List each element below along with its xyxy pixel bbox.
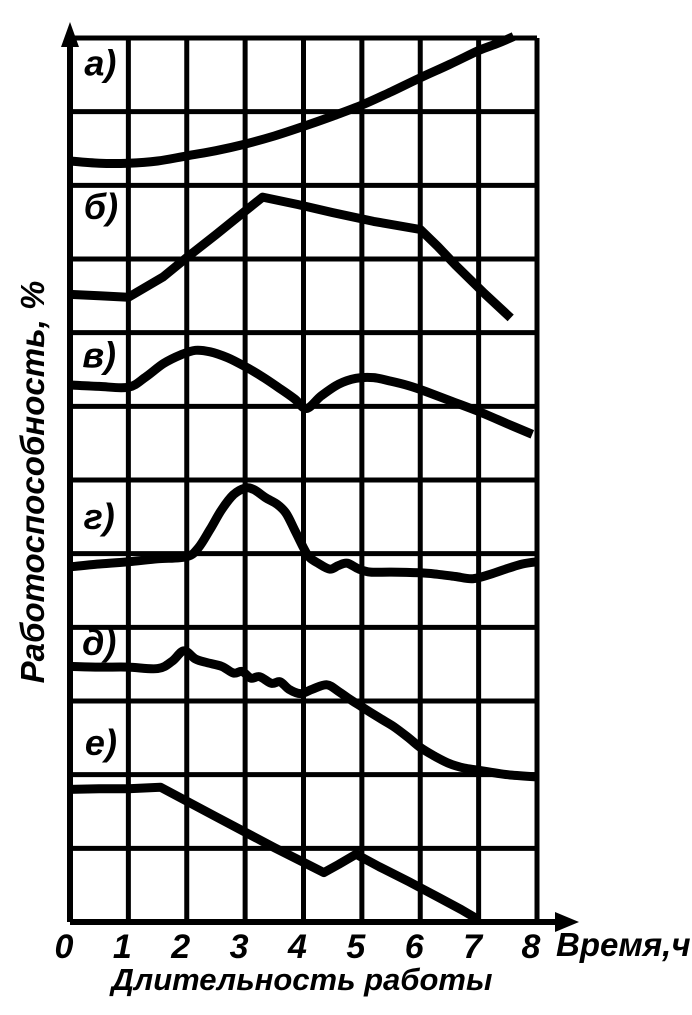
x-tick-label-5: 5 — [346, 928, 366, 966]
panel-labels: а) б) в) г) д) е) — [82, 42, 118, 763]
x-axis-arrowhead-icon — [555, 912, 579, 932]
curve-g — [69, 483, 538, 584]
x-tick-label-1: 1 — [113, 928, 132, 966]
curve-d — [69, 646, 538, 782]
y-axis-title: Работоспособность, % — [14, 281, 51, 684]
panel-label-g: г) — [84, 496, 115, 537]
x-tick-label-8: 8 — [522, 928, 541, 966]
panel-label-a: а) — [84, 42, 116, 83]
x-tick-label-6: 6 — [405, 928, 425, 966]
x-tick-label-0: 0 — [55, 928, 74, 966]
panel-label-b: б) — [84, 186, 118, 227]
x-axis-title: Время,ч — [556, 926, 691, 963]
curve-a — [69, 32, 516, 168]
curves — [69, 32, 538, 924]
panel-label-e: е) — [85, 722, 117, 763]
x-tick-label-3: 3 — [230, 928, 249, 966]
y-axis-arrowhead-icon — [61, 22, 79, 47]
panel-label-d: д) — [82, 622, 116, 663]
panel-label-v: в) — [82, 335, 116, 376]
x-axis-caption: Длительность работы — [109, 962, 493, 997]
curve-e — [69, 782, 481, 924]
curve-b — [69, 192, 514, 322]
grid — [67, 35, 540, 925]
x-tick-label-4: 4 — [287, 928, 307, 966]
x-tick-label-7: 7 — [463, 928, 484, 966]
curve-v — [69, 345, 535, 439]
x-tick-label-2: 2 — [170, 928, 190, 966]
